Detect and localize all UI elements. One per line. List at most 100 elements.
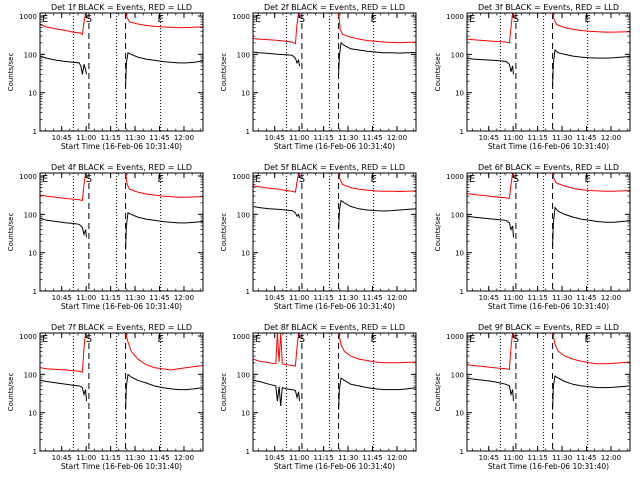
series-events-line [338, 199, 417, 230]
y-tick-label: 10 [28, 250, 37, 258]
panel-title: Det 2f BLACK = Events, RED = LLD [264, 3, 405, 12]
x-tick-label: 11:30 [552, 294, 572, 302]
y-tick-label: 100 [451, 371, 464, 379]
panel-det-8: Det 8f BLACK = Events, RED = LLD Counts/s… [220, 323, 417, 471]
plot-frame [466, 12, 631, 132]
y-axis-label: Counts/sec [434, 373, 442, 412]
x-tick-label: 10:45 [479, 454, 499, 462]
series-lld-line [252, 172, 417, 193]
series-events-line [252, 206, 300, 219]
y-tick-label: 100 [24, 51, 37, 59]
y-tick-label: 10 [455, 90, 464, 98]
marker-s: S [513, 14, 519, 25]
series-events-line [466, 57, 514, 75]
panel-title: Det 3f BLACK = Events, RED = LLD [478, 3, 619, 12]
y-tick-label: 1 [246, 128, 250, 136]
plot-frame [39, 332, 204, 452]
x-tick-label: 11:15 [528, 134, 548, 142]
x-tick-label: 11:00 [76, 454, 96, 462]
series-events-line [552, 375, 631, 410]
x-axis-label: Start Time (16-Feb-06 10:31:40) [488, 142, 609, 151]
panel-title: Det 5f BLACK = Events, RED = LLD [264, 163, 405, 172]
x-tick-label: 11:00 [503, 294, 523, 302]
series-events-line [125, 212, 204, 250]
x-tick-label: 10:45 [265, 134, 285, 142]
x-tick-label: 11:45 [362, 454, 382, 462]
x-tick-label: 11:30 [338, 454, 358, 462]
y-axis-label: Counts/sec [434, 213, 442, 252]
y-tick-label: 1000 [19, 13, 37, 21]
panel-det-2: Det 2f BLACK = Events, RED = LLD Counts/s… [220, 3, 417, 151]
series-events-line [39, 379, 87, 402]
y-tick-label: 10 [241, 410, 250, 418]
x-tick-label: 11:15 [101, 454, 121, 462]
series-events-line [338, 41, 417, 75]
marker-s: S [86, 174, 92, 185]
y-tick-label: 100 [237, 371, 250, 379]
panel-title: Det 9f BLACK = Events, RED = LLD [478, 323, 619, 332]
series-events-line [39, 55, 87, 75]
series-events-line [252, 379, 300, 406]
plot-frame [252, 12, 417, 132]
series-events-line [252, 51, 300, 66]
x-tick-label: 12:00 [387, 454, 407, 462]
marker-e: E [42, 334, 48, 345]
series-events-line [39, 217, 87, 238]
series-lld-line [466, 12, 631, 44]
x-tick-label: 10:45 [479, 294, 499, 302]
x-tick-label: 11:45 [149, 454, 169, 462]
y-tick-label: 1 [460, 128, 464, 136]
marker-e: E [584, 14, 590, 25]
series-lld-line [466, 332, 631, 370]
y-tick-label: 1000 [446, 333, 464, 341]
y-tick-label: 100 [24, 211, 37, 219]
panel-det-5: Det 5f BLACK = Events, RED = LLD Counts/s… [220, 163, 417, 311]
y-tick-label: 1 [460, 448, 464, 456]
x-tick-label: 12:00 [601, 294, 621, 302]
x-tick-label: 11:45 [362, 134, 382, 142]
x-tick-label: 12:00 [601, 134, 621, 142]
y-tick-label: 10 [28, 410, 37, 418]
series-lld-line [39, 12, 204, 36]
y-axis-label: Counts/sec [7, 53, 15, 92]
y-tick-label: 1 [33, 128, 37, 136]
series-events-line [466, 377, 514, 402]
series-lld-line [252, 12, 417, 45]
y-tick-label: 1000 [232, 13, 250, 21]
x-tick-label: 11:45 [149, 294, 169, 302]
y-axis-label: Counts/sec [220, 53, 228, 92]
x-tick-label: 11:15 [528, 454, 548, 462]
panel-title: Det 7f BLACK = Events, RED = LLD [51, 323, 192, 332]
marker-e: E [42, 174, 48, 185]
marker-e: E [255, 174, 261, 185]
x-tick-label: 12:00 [387, 134, 407, 142]
x-tick-label: 11:15 [528, 294, 548, 302]
panel-det-9: Det 9f BLACK = Events, RED = LLD Counts/s… [434, 323, 631, 471]
x-tick-label: 11:45 [362, 294, 382, 302]
plot-frame [39, 12, 204, 132]
series-events-line [125, 52, 204, 86]
y-tick-label: 1000 [232, 173, 250, 181]
marker-e: E [157, 174, 163, 185]
x-tick-label: 12:00 [601, 454, 621, 462]
marker-e: E [370, 14, 376, 25]
series-lld-line [39, 172, 204, 202]
y-tick-label: 10 [455, 250, 464, 258]
x-tick-label: 11:00 [503, 134, 523, 142]
x-tick-label: 10:45 [52, 454, 72, 462]
x-tick-label: 11:30 [125, 294, 145, 302]
x-tick-label: 11:30 [125, 134, 145, 142]
y-axis-label: Counts/sec [434, 53, 442, 92]
series-events-line [466, 215, 514, 238]
marker-e: E [584, 174, 590, 185]
y-tick-label: 1 [460, 288, 464, 296]
x-tick-label: 11:30 [338, 134, 358, 142]
marker-e: E [370, 174, 376, 185]
y-tick-label: 10 [28, 90, 37, 98]
y-axis-label: Counts/sec [220, 373, 228, 412]
y-tick-label: 100 [451, 211, 464, 219]
x-tick-label: 11:00 [76, 294, 96, 302]
panel-det-6: Det 6f BLACK = Events, RED = LLD Counts/s… [434, 163, 631, 311]
plot-frame [466, 172, 631, 292]
